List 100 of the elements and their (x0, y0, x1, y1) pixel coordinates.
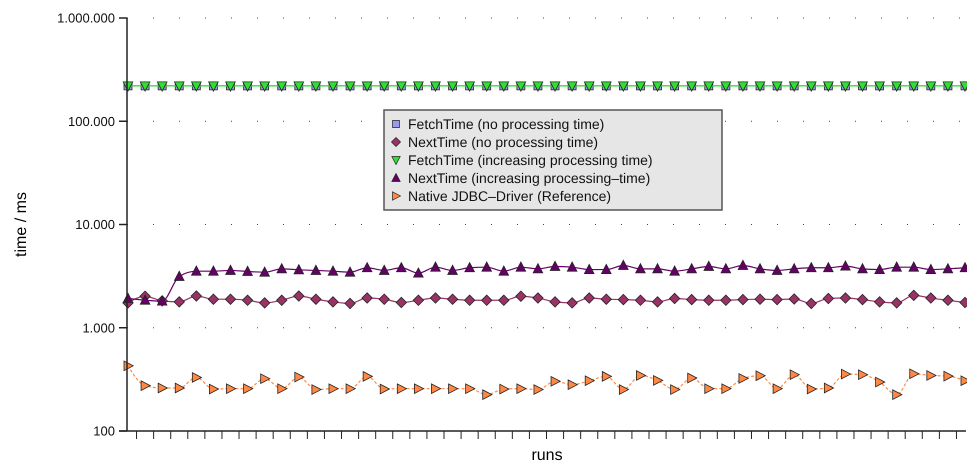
point (346, 383, 356, 394)
point (464, 262, 475, 272)
point (499, 384, 510, 394)
point (448, 383, 458, 394)
point (754, 263, 766, 274)
point (875, 376, 886, 388)
point (344, 266, 356, 277)
point (516, 383, 526, 394)
point (431, 383, 442, 394)
point (703, 294, 714, 306)
legend-label: NextTime (increasing processing–time) (408, 170, 650, 186)
point (806, 262, 816, 272)
point (942, 294, 954, 306)
point (634, 294, 646, 306)
point (772, 294, 783, 306)
point (568, 379, 578, 390)
y-tick-label: 1.000 (82, 320, 115, 336)
point (772, 264, 782, 275)
point (874, 264, 885, 274)
point (534, 384, 544, 395)
point (310, 264, 322, 275)
point (653, 375, 664, 386)
point (242, 266, 253, 276)
point (925, 292, 936, 304)
point (856, 294, 868, 306)
point (636, 370, 646, 381)
point (566, 262, 578, 272)
point (413, 268, 424, 278)
point (226, 383, 236, 394)
point (840, 260, 851, 271)
point (874, 296, 886, 308)
point (396, 383, 407, 394)
point (447, 264, 458, 275)
point (891, 297, 902, 309)
point (944, 370, 954, 382)
point (549, 296, 561, 308)
point (909, 368, 920, 380)
point (328, 383, 339, 394)
point (738, 373, 749, 384)
legend-label: FetchTime (no processing time) (408, 116, 604, 132)
point (840, 292, 852, 304)
point (686, 263, 697, 274)
point (772, 383, 783, 394)
point (618, 384, 629, 395)
point (704, 260, 714, 271)
point (396, 296, 407, 308)
point (140, 294, 150, 305)
legend-label: FetchTime (increasing processing time) (408, 152, 653, 168)
point (430, 292, 442, 304)
legend-label: Native JDBC–Driver (Reference) (408, 188, 612, 204)
point (191, 266, 202, 276)
point (670, 384, 680, 395)
point (294, 372, 304, 382)
point (754, 294, 766, 305)
point (806, 298, 817, 310)
point (192, 372, 202, 383)
point (635, 263, 646, 274)
point (600, 294, 612, 305)
point (430, 262, 441, 272)
point (242, 294, 254, 306)
point (602, 371, 612, 382)
point (892, 389, 902, 400)
point (550, 376, 561, 386)
point (515, 290, 526, 302)
point (208, 294, 220, 305)
point (482, 262, 492, 272)
point (174, 382, 185, 394)
point (823, 262, 834, 272)
point (720, 263, 732, 274)
point (140, 380, 151, 391)
point (704, 383, 714, 394)
legend-label: NextTime (no processing time) (408, 134, 598, 150)
point (652, 263, 663, 274)
y-tick-label: 10.000 (75, 217, 115, 232)
point (414, 383, 424, 394)
point (362, 262, 372, 272)
point (362, 292, 373, 304)
point (857, 263, 868, 274)
point (550, 260, 560, 271)
point (259, 297, 270, 309)
point (276, 263, 287, 274)
point (618, 294, 629, 306)
point (498, 294, 510, 306)
point (841, 368, 852, 380)
point (362, 371, 373, 382)
point (328, 266, 338, 276)
point (310, 294, 322, 305)
point (465, 383, 476, 394)
point (601, 264, 612, 274)
point (276, 294, 288, 306)
y-axis-title: time / ms (13, 192, 30, 257)
point (686, 294, 698, 306)
point (412, 294, 424, 306)
point (652, 296, 664, 308)
point (312, 384, 322, 395)
point (908, 290, 920, 301)
point (482, 389, 492, 400)
y-tick-label: 100.000 (68, 114, 115, 129)
point (209, 384, 220, 394)
point (720, 294, 732, 306)
